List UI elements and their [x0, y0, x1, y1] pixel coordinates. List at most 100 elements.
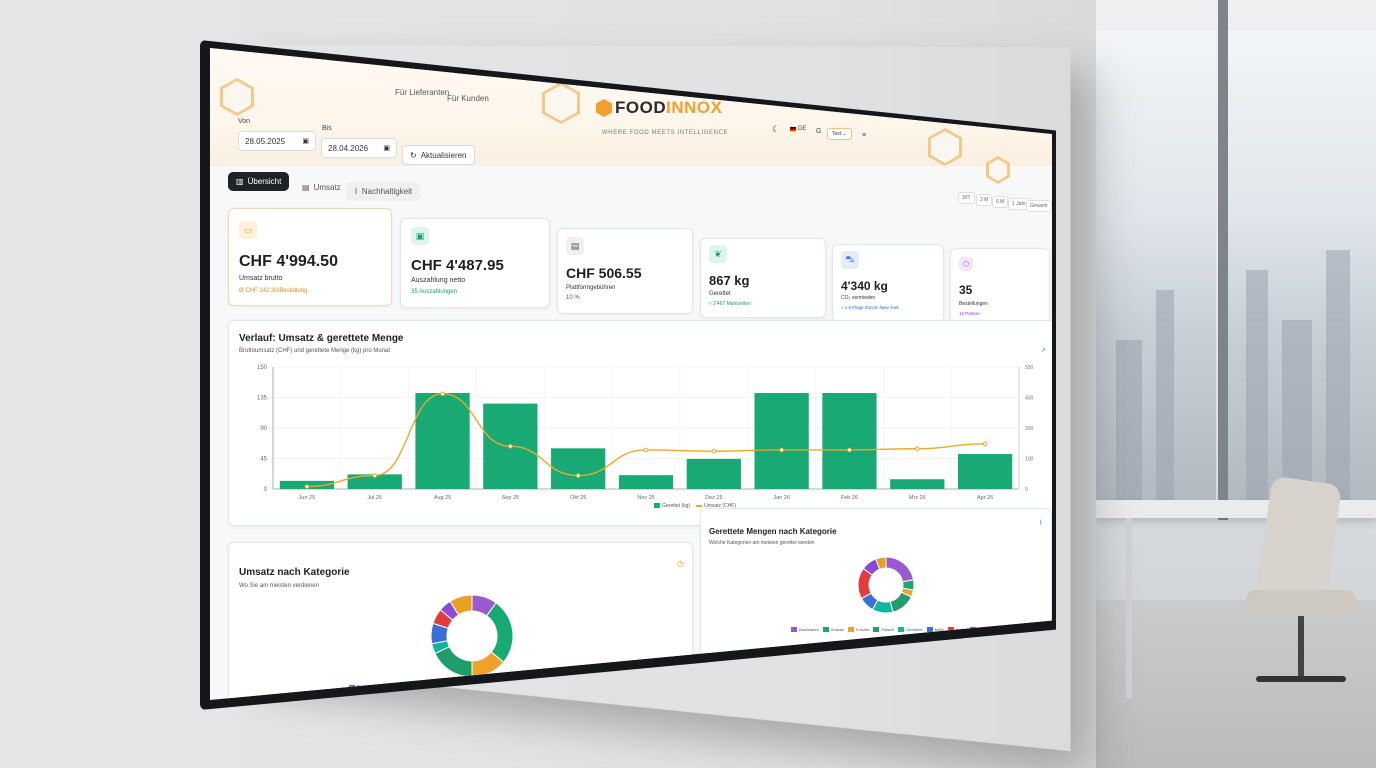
kpi-card-saved[interactable]: ❦ 867 kg Gerettet ≈ 2'467 Mahlzeiten — [700, 238, 826, 318]
kpi-label: Plattformgebühren — [566, 285, 616, 291]
refresh-icon: ↻ — [410, 150, 417, 160]
donut-slice — [889, 591, 913, 613]
office-chair — [1255, 475, 1343, 605]
bar — [551, 448, 606, 489]
bar — [618, 475, 674, 489]
kpi-sub: Ø CHF 142.30/Bestellung — [239, 288, 308, 294]
line-point — [575, 473, 581, 478]
tab-overview[interactable]: ▥ Übersicht — [228, 172, 290, 191]
line-point — [372, 473, 378, 478]
y-right-tick-label: 400 — [1025, 396, 1034, 402]
legend-item: Snacks — [822, 627, 844, 633]
range-pill-3m[interactable]: 3 M — [976, 194, 993, 206]
line-point — [914, 446, 920, 452]
kpi-sub: ≈ 2'467 Mahlzeiten — [709, 301, 751, 307]
language-code: DE — [798, 126, 807, 132]
kpi-card-revenue-gross[interactable]: ▭ CHF 4'994.50 Umsatz brutto Ø CHF 142.3… — [228, 208, 392, 306]
legend-item: Fleisch — [873, 627, 894, 633]
trend-chart: 0 45 90 135 150 0 100 200 400 500 Jun 25 Jul 25 Aug … — [257, 365, 1034, 501]
saved-category-subtitle: Welche Kategorien am meisten gerettet we… — [709, 540, 815, 546]
tab-revenue[interactable]: ▤ Umsatz — [294, 178, 349, 197]
y-left-tick-label: 135 — [257, 396, 268, 402]
hexagon-decoration — [986, 156, 1010, 184]
user-select[interactable]: Test ⌄ — [827, 128, 852, 140]
trend-legend: Gerettet (kg) Umsatz (CHF) — [654, 503, 736, 509]
kpi-card-platform-fees[interactable]: ▤ CHF 506.55 Plattformgebühren 10 % — [557, 228, 693, 314]
window-mullion — [1218, 0, 1228, 520]
x-tick-label: Dez 25 — [705, 495, 722, 501]
x-tick-label: Sep 25 — [502, 495, 519, 501]
line-point — [779, 447, 784, 453]
revenue-category-subtitle: Wo Sie am meisten verdienen — [239, 583, 319, 589]
logo-text-accent: INNOX — [666, 98, 723, 117]
bar — [686, 458, 741, 489]
y-left-tick-label: 45 — [260, 457, 267, 463]
shield-icon: ⬡ — [959, 257, 973, 271]
city-building — [1246, 270, 1268, 500]
desk-leg — [1126, 518, 1132, 698]
y-left-tick-label: 150 — [257, 365, 268, 371]
tab-revenue-label: Umsatz — [313, 183, 341, 192]
kpi-label: Bestellungen — [959, 301, 988, 307]
kpi-label: Umsatz brutto — [239, 275, 283, 282]
flag-de-icon — [790, 126, 796, 132]
revenue-line — [306, 393, 986, 488]
from-date-input[interactable]: 28.05.2025 ▣ — [238, 131, 316, 151]
x-tick-label: Okt 25 — [570, 495, 586, 501]
floor — [1096, 600, 1376, 768]
tab-sustainability[interactable]: ⌇ Nachhaltigkeit — [346, 182, 421, 201]
kpi-label: CO₂ vermieden — [841, 295, 876, 301]
kpi-value: 4'340 kg — [841, 279, 888, 293]
logo-text-main: FOOD — [615, 98, 667, 117]
nav-suppliers-link[interactable]: Für Lieferanten — [395, 88, 450, 97]
range-pill-1y[interactable]: 1 Jahr — [1008, 198, 1030, 210]
trend-subtitle: Bruttoumsatz (CHF) und gerettete Menge (… — [239, 348, 391, 354]
bar — [415, 393, 470, 489]
kpi-card-payout-net[interactable]: ▣ CHF 4'487.95 Auszahlung netto 35 Ausza… — [400, 218, 550, 308]
bar — [754, 393, 809, 489]
wallet-icon: ▭ — [239, 221, 257, 239]
donut-slice — [449, 594, 473, 616]
line-point — [847, 447, 852, 453]
legend-revenue: Umsatz (CHF) — [696, 503, 736, 509]
x-tick-label: Jan 26 — [773, 495, 790, 501]
nav-customers-link[interactable]: Für Kunden — [447, 94, 489, 103]
bar — [890, 479, 945, 489]
tab-sustainability-label: Nachhaltigkeit — [361, 187, 413, 196]
receipt-icon: ▤ — [566, 237, 584, 255]
range-pill-30t[interactable]: 30T — [958, 192, 975, 204]
kpi-sub: 15 Partner — [959, 311, 981, 316]
city-building — [1326, 250, 1350, 500]
range-pill-all[interactable]: Gesamt — [1026, 200, 1052, 212]
office-chair-seat — [1246, 590, 1356, 616]
revenue-category-donut — [430, 594, 514, 678]
line-point — [711, 448, 717, 454]
language-switch[interactable]: DE — [790, 126, 806, 132]
y-left-tick-label: 90 — [260, 426, 267, 432]
room-background — [1096, 0, 1376, 768]
refresh-button[interactable]: ↻ Aktualisieren — [402, 145, 475, 165]
to-date-input[interactable]: 28.04.2026 ▣ — [321, 138, 397, 158]
office-chair-base — [1256, 676, 1346, 682]
kpi-value: CHF 4'487.95 — [411, 257, 504, 274]
kpi-value: 867 kg — [709, 273, 750, 288]
menu-icon[interactable]: ≡ — [862, 132, 867, 139]
bar — [347, 474, 402, 489]
leaf-icon: ⌇ — [1039, 520, 1043, 527]
saved-category-title: Gerettete Mengen nach Kategorie — [709, 527, 837, 536]
y-left-tick-label: 0 — [264, 487, 268, 493]
city-building — [1156, 290, 1174, 500]
theme-moon-icon[interactable]: ☾ — [772, 124, 781, 134]
dashboard-screen: Für Lieferanten Für Kunden FOODINNOX WHE… — [210, 48, 1052, 700]
car-icon: ⛍ — [841, 251, 859, 269]
from-label: Von — [238, 118, 251, 125]
trend-up-icon: ↗ — [1041, 348, 1047, 354]
logo[interactable]: FOODINNOX — [596, 98, 722, 118]
user-select-value: Test — [832, 131, 842, 137]
kpi-card-orders[interactable]: ⬡ 35 Bestellungen 15 Partner — [950, 248, 1050, 324]
range-pill-6m[interactable]: 6 M — [992, 196, 1009, 208]
refresh-label: Aktualisieren — [420, 150, 467, 160]
help-icon[interactable]: G — [816, 128, 822, 135]
x-tick-label: Apr 26 — [977, 495, 993, 501]
kpi-card-co2[interactable]: ⛍ 4'340 kg CO₂ vermieden ≈ 1.6 Flüge Zür… — [832, 244, 944, 322]
